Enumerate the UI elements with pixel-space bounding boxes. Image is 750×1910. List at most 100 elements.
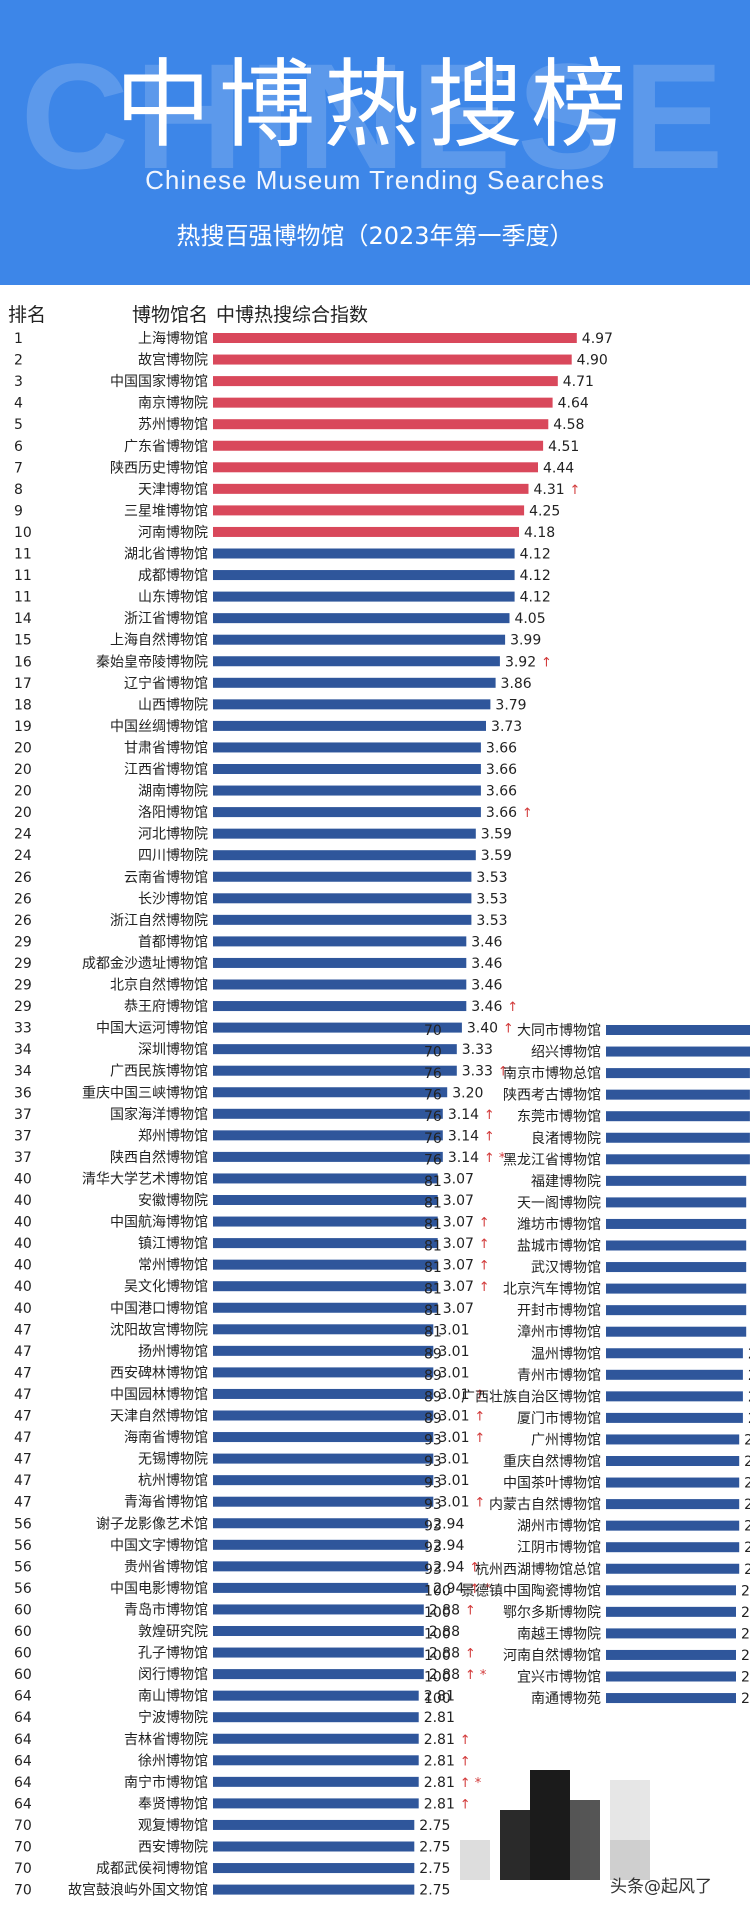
value-label: 4.90 [577, 353, 608, 369]
rank-label: 11 [14, 590, 32, 606]
index-bar [606, 1542, 740, 1553]
index-bar [606, 1628, 736, 1639]
index-bar [606, 1046, 750, 1057]
rank-label: 64 [14, 1710, 32, 1726]
index-bar [606, 1412, 743, 1423]
index-bar [213, 1712, 419, 1723]
museum-name-label: 中国文字博物馆 [110, 1537, 208, 1554]
index-bar [213, 1539, 429, 1550]
index-bar [213, 1582, 429, 1593]
museum-name-label: 成都武侯祠博物馆 [96, 1860, 208, 1877]
value-label: 2.94 [433, 1559, 464, 1575]
rank-label: 26 [14, 913, 32, 929]
value-label: 3.01 [438, 1344, 469, 1360]
value-label: 2.75 [419, 1861, 450, 1877]
value-label: 3.07 [443, 1171, 474, 1187]
rank-label: 93 [424, 1432, 442, 1448]
index-bar [213, 1130, 443, 1141]
rank-label: 100 [424, 1605, 451, 1621]
index-bar [213, 570, 515, 581]
rank-label: 70 [424, 1045, 442, 1061]
rank-label: 40 [14, 1301, 32, 1317]
museum-name-label: 奉贤博物馆 [138, 1795, 208, 1812]
rank-label: 40 [14, 1193, 32, 1209]
index-bar [213, 1496, 434, 1507]
value-label: 2.48 [744, 1476, 750, 1492]
value-label: 3.46 [471, 978, 502, 994]
rank-label: 40 [14, 1279, 32, 1295]
index-bar [213, 634, 506, 645]
museum-name-label: 无锡博物院 [138, 1451, 208, 1468]
value-label: 2.55 [748, 1411, 750, 1427]
value-label: 2.81 [424, 1689, 455, 1705]
rank-label: 76 [424, 1131, 442, 1147]
value-label: 3.66 [486, 762, 517, 778]
museum-name-label: 扬州博物馆 [138, 1343, 208, 1360]
trend-flag: ↑ [479, 1259, 490, 1274]
rank-label: 93 [424, 1476, 442, 1492]
rank-label: 47 [14, 1495, 32, 1511]
museum-name-label: 开封市博物馆 [517, 1302, 601, 1319]
value-label: 3.86 [501, 676, 532, 692]
museum-name-label: 中国航海博物馆 [110, 1214, 208, 1231]
museum-name-label: 长沙博物馆 [138, 890, 208, 907]
value-label: 2.42 [741, 1691, 750, 1707]
value-label: 2.88 [429, 1624, 460, 1640]
museum-name-label: 苏州博物馆 [138, 416, 208, 433]
trend-flag: ↑ [479, 1216, 490, 1231]
index-bar [213, 397, 553, 408]
rank-label: 4 [14, 396, 23, 412]
rank-label: 89 [424, 1368, 442, 1384]
museum-name-label: 西安博物院 [138, 1839, 208, 1856]
value-label: 4.12 [520, 590, 551, 606]
museum-name-label: 湖州市博物馆 [517, 1518, 601, 1535]
value-label: 2.75 [419, 1818, 450, 1834]
index-bar [213, 1884, 415, 1895]
value-label: 2.75 [419, 1883, 450, 1899]
value-label: 3.01 [438, 1430, 469, 1446]
index-bar [213, 1475, 434, 1486]
museum-name-label: 吉林省博物院 [124, 1731, 208, 1748]
index-bar [213, 1367, 434, 1378]
rank-label: 56 [14, 1516, 32, 1532]
index-bar [213, 1561, 429, 1572]
trend-flag: ↑ [569, 483, 580, 498]
index-bar [213, 1087, 448, 1098]
index-bar [213, 699, 491, 710]
value-label: 3.01 [438, 1322, 469, 1338]
trend-flag: ↑ * [484, 1151, 506, 1166]
museum-name-label: 广东省博物馆 [124, 438, 208, 455]
index-bar [606, 1693, 736, 1704]
index-bar [213, 936, 467, 947]
value-label: 2.48 [744, 1432, 750, 1448]
rank-label: 5 [14, 417, 23, 433]
museum-name-label: 郑州博物馆 [138, 1127, 208, 1144]
rank-label: 47 [14, 1409, 32, 1425]
museum-name-label: 温州博物馆 [531, 1345, 601, 1362]
index-bar [213, 376, 558, 387]
museum-name-label: 青岛市博物馆 [124, 1601, 208, 1618]
rank-label: 47 [14, 1473, 32, 1489]
index-bar [213, 957, 467, 968]
rank-label: 47 [14, 1387, 32, 1403]
rank-label: 56 [14, 1581, 32, 1597]
rank-label: 36 [14, 1085, 32, 1101]
header-background-word: CHINESE [20, 32, 730, 200]
rank-label: 11 [14, 547, 32, 563]
value-label: 3.33 [462, 1064, 493, 1080]
museum-name-label: 广州博物馆 [531, 1431, 601, 1448]
rank-label: 89 [424, 1389, 442, 1405]
rank-label: 81 [424, 1325, 442, 1341]
rank-label: 76 [424, 1109, 442, 1125]
rank-label: 100 [424, 1691, 451, 1707]
rank-label: 76 [424, 1066, 442, 1082]
index-bar [606, 1154, 750, 1165]
rank-label: 81 [424, 1195, 442, 1211]
museum-name-label: 国家海洋博物馆 [110, 1106, 208, 1123]
index-bar [213, 1216, 438, 1227]
index-bar [606, 1025, 750, 1035]
index-bar [606, 1111, 750, 1122]
index-bar [213, 1647, 424, 1658]
value-label: 2.55 [748, 1368, 750, 1384]
index-bar [606, 1585, 736, 1596]
